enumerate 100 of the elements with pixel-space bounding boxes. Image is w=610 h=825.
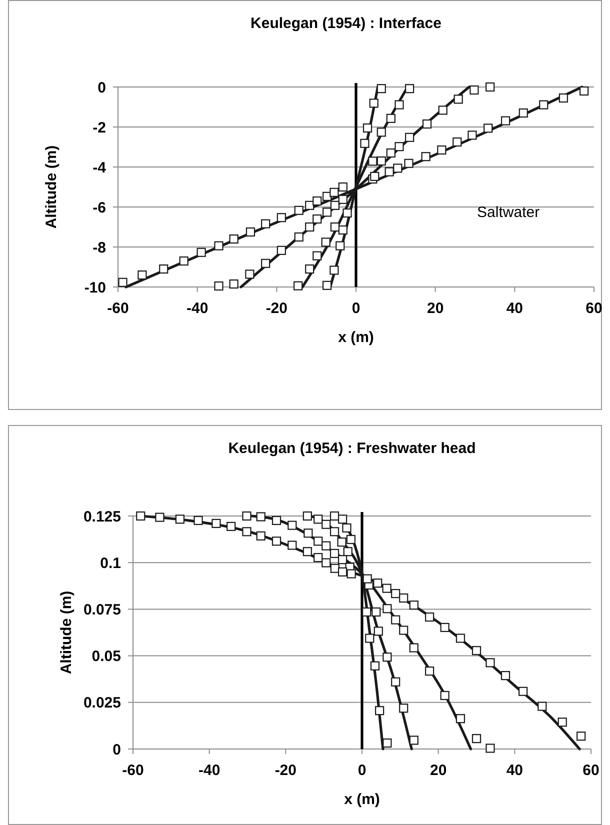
point [452, 137, 462, 147]
y-tick-label: -4 [92, 159, 107, 176]
x-tick-label: 40 [506, 762, 524, 779]
point [330, 527, 340, 536]
x-tick-label: -20 [274, 762, 297, 779]
y-tick-label: 0.1 [100, 554, 121, 572]
point [138, 270, 147, 280]
x-tick-label: -40 [186, 300, 208, 317]
chart-title: Keulegan (1954) : Freshwater head [228, 440, 476, 457]
point [558, 718, 567, 727]
point [175, 514, 184, 524]
point [539, 100, 548, 110]
y-tick-label: 0.05 [92, 648, 121, 666]
point [226, 522, 236, 531]
point [304, 528, 313, 538]
point [272, 516, 282, 526]
point [338, 225, 348, 235]
point [391, 615, 400, 624]
point [500, 671, 510, 680]
point [472, 646, 482, 656]
point [214, 241, 224, 250]
point [399, 593, 408, 603]
point [486, 744, 495, 753]
point [405, 84, 414, 94]
x-tick-label: 40 [506, 300, 524, 317]
point [393, 164, 402, 173]
point [338, 514, 348, 524]
point [322, 520, 331, 529]
point [362, 574, 372, 584]
y-tick-label: -6 [92, 199, 106, 216]
x-axis-title: x (m) [338, 329, 374, 346]
point [382, 604, 392, 614]
point [421, 152, 430, 162]
point [382, 584, 392, 593]
point [312, 251, 322, 260]
point [399, 626, 408, 635]
point [330, 200, 340, 210]
point [343, 547, 352, 556]
point [242, 511, 252, 521]
point [472, 734, 482, 744]
point [330, 188, 339, 197]
point [229, 234, 238, 244]
chart-title: Keulegan (1954) : Interface [250, 15, 442, 32]
point [370, 661, 380, 670]
x-tick-label: -60 [122, 762, 144, 779]
x-tick-label: 60 [586, 300, 602, 317]
point [136, 511, 146, 521]
x-tick-label: 20 [426, 300, 444, 317]
point [470, 85, 479, 95]
point [369, 98, 378, 108]
point [229, 279, 238, 289]
point [155, 512, 164, 522]
point [346, 569, 356, 578]
y-tick-label: -2 [92, 119, 106, 136]
x-tick-label: -40 [198, 762, 220, 779]
y-tick-label: 0.025 [83, 694, 121, 712]
point [362, 607, 372, 617]
point [261, 258, 270, 268]
point [376, 156, 386, 166]
point [342, 523, 352, 532]
point [314, 553, 323, 562]
point [322, 541, 331, 550]
point [272, 536, 282, 546]
point [373, 578, 382, 588]
point [179, 256, 188, 266]
point [322, 208, 332, 217]
point [214, 281, 224, 291]
point [294, 206, 304, 215]
point [256, 512, 266, 522]
point [196, 248, 206, 257]
point [330, 222, 340, 232]
point [500, 116, 510, 126]
point [194, 516, 203, 526]
y-tick-label: 0 [112, 741, 121, 758]
point [294, 232, 304, 242]
point [246, 227, 256, 237]
point [399, 704, 408, 713]
point [468, 130, 477, 140]
point [302, 511, 312, 521]
point [374, 626, 383, 636]
point [336, 241, 345, 250]
point [312, 196, 322, 206]
point [576, 732, 586, 741]
y-tick-label: -10 [84, 279, 106, 296]
point [456, 714, 466, 724]
y-tick-label: 0.075 [83, 601, 121, 618]
point [314, 514, 323, 524]
point [330, 548, 340, 558]
point [338, 194, 348, 204]
y-axis-title: Altitude (m) [58, 590, 75, 674]
point [437, 145, 446, 155]
annotation: Saltwater [477, 204, 540, 221]
point [382, 652, 392, 662]
point [322, 280, 332, 290]
x-tick-label: 0 [358, 762, 366, 779]
point [370, 172, 380, 181]
point [382, 738, 392, 748]
point [342, 208, 352, 218]
point [294, 281, 303, 290]
point [580, 86, 589, 96]
